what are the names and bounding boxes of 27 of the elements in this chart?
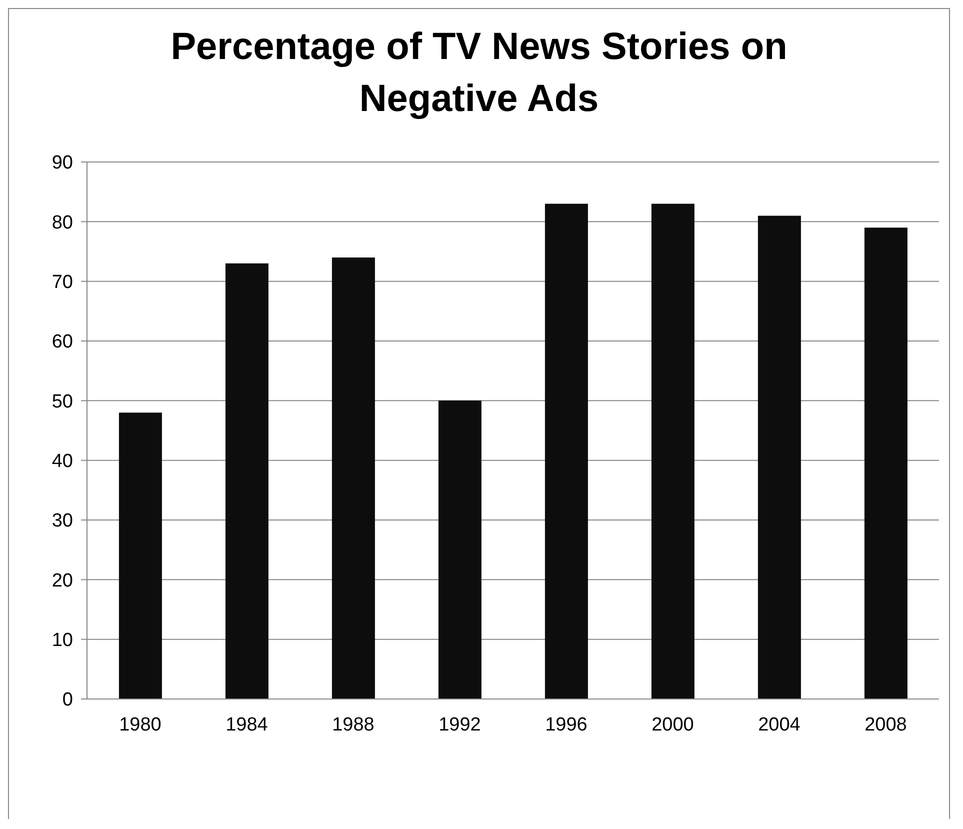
bar xyxy=(544,204,588,699)
x-tick-label: 1984 xyxy=(226,714,268,736)
y-tick-label: 40 xyxy=(52,451,73,472)
bar xyxy=(225,263,268,699)
x-tick-label: 2008 xyxy=(864,714,907,736)
y-tick-label: 0 xyxy=(62,690,73,711)
y-tick-label: 10 xyxy=(52,630,73,652)
bar xyxy=(118,412,162,699)
y-tick-label: 60 xyxy=(52,332,73,353)
y-tick-label: 80 xyxy=(52,212,73,234)
y-tick-label: 90 xyxy=(52,152,73,174)
y-tick-label: 20 xyxy=(52,570,73,592)
y-tick-label: 70 xyxy=(52,272,73,294)
x-tick-label: 1980 xyxy=(119,714,162,736)
y-tick-label: 30 xyxy=(52,510,73,532)
x-tick-label: 2000 xyxy=(652,714,694,736)
bar xyxy=(438,400,482,699)
bar xyxy=(864,228,908,699)
x-tick-label: 1988 xyxy=(332,714,374,736)
y-tick-label: 50 xyxy=(52,391,73,412)
chart-title: Percentage of TV News Stories on Negative Ads xyxy=(170,25,788,122)
x-tick-label: 2004 xyxy=(758,714,801,736)
bar xyxy=(758,216,801,699)
bar xyxy=(651,204,694,699)
bar xyxy=(332,257,375,699)
x-tick-label: 1992 xyxy=(438,714,481,736)
x-tick-label: 1996 xyxy=(545,714,588,736)
